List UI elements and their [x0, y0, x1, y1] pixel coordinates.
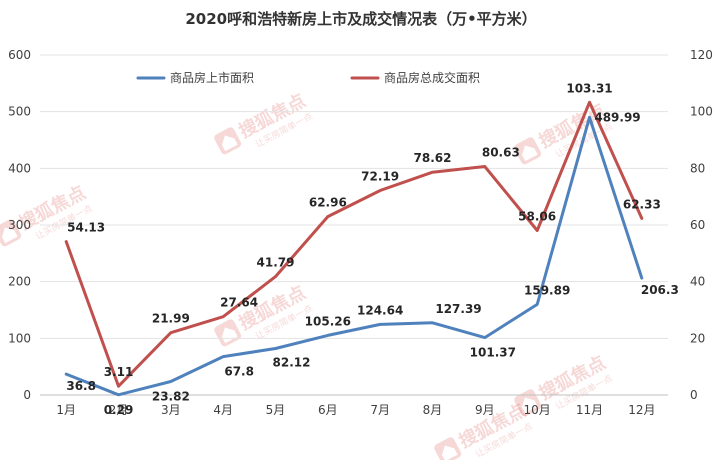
legend-label: 商品房上市面积 — [170, 70, 254, 85]
data-label: 67.8 — [224, 365, 254, 379]
x-axis: 1月 2月 3月 4月 5月 6月 7月 8月 9月 10月 11月 12月 — [56, 403, 655, 417]
data-label: 62.33 — [623, 197, 661, 211]
data-label: 82.12 — [273, 355, 311, 369]
right-tick-label: 0 — [690, 388, 698, 402]
x-tick-label: 3月 — [161, 403, 181, 417]
watermark-house-icon — [434, 437, 462, 464]
series-lines — [64, 100, 644, 397]
right-tick-label: 20 — [690, 331, 705, 345]
data-label: 27.64 — [220, 296, 258, 310]
chart-title: 2020呼和浩特新房上市及成交情况表（万•平方米） — [185, 10, 536, 28]
watermark-house-icon — [514, 389, 542, 417]
left-tick-label: 100 — [8, 331, 31, 345]
x-tick-label: 2月 — [109, 403, 129, 417]
right-tick-label: 100 — [690, 105, 713, 119]
data-label: 101.37 — [470, 346, 516, 360]
left-tick-label: 500 — [8, 105, 31, 119]
data-label: 103.31 — [566, 81, 612, 95]
watermark-house-shape — [521, 145, 538, 162]
x-tick-label: 5月 — [266, 403, 286, 417]
data-label: 124.64 — [357, 303, 403, 317]
watermark-house-shape — [521, 397, 538, 414]
watermark-house-shape — [221, 327, 238, 344]
right-tick-label: 60 — [690, 218, 705, 232]
x-tick-label: 12月 — [628, 403, 655, 417]
data-label: 78.62 — [414, 151, 452, 165]
x-tick-label: 11月 — [576, 403, 603, 417]
data-label: 3.11 — [104, 365, 134, 379]
left-tick-label: 600 — [8, 48, 31, 62]
right-y-axis: 0 20 40 60 80 100 120 — [690, 48, 713, 402]
series-line — [64, 115, 644, 397]
left-tick-label: 0 — [23, 388, 31, 402]
x-tick-label: 6月 — [318, 403, 338, 417]
data-label: 62.96 — [309, 196, 347, 210]
data-label: 23.82 — [152, 390, 190, 404]
data-label: 72.19 — [361, 169, 399, 183]
data-label: 21.99 — [152, 312, 190, 326]
watermark-house-shape — [1, 227, 18, 244]
data-label: 489.99 — [594, 110, 640, 124]
left-tick-label: 200 — [8, 275, 31, 289]
data-label: 36.8 — [66, 379, 96, 393]
x-tick-label: 8月 — [423, 403, 443, 417]
x-tick-label: 9月 — [475, 403, 495, 417]
legend-label: 商品房总成交面积 — [384, 70, 480, 85]
data-label: 127.39 — [435, 302, 481, 316]
watermark-house-shape — [441, 445, 458, 462]
watermark-house-shape — [221, 135, 238, 152]
right-tick-label: 120 — [690, 48, 713, 62]
series-line — [64, 100, 644, 388]
left-tick-label: 400 — [8, 161, 31, 175]
x-tick-label: 4月 — [213, 403, 233, 417]
data-label: 80.63 — [482, 146, 520, 160]
watermark-house-icon — [514, 137, 542, 165]
data-label: 0.29 — [104, 403, 134, 417]
data-label: 105.26 — [305, 314, 351, 328]
x-tick-label: 10月 — [524, 403, 551, 417]
x-tick-label: 7月 — [370, 403, 390, 417]
watermark-house-icon — [214, 127, 242, 155]
data-label: 159.89 — [524, 283, 570, 297]
watermark-house-icon — [0, 219, 22, 247]
gridlines — [40, 54, 668, 396]
data-label: 41.79 — [257, 256, 295, 270]
x-tick-label: 1月 — [56, 403, 76, 417]
right-tick-label: 80 — [690, 161, 705, 175]
left-y-axis: 0 100 200 300 400 500 600 — [8, 48, 31, 402]
data-labels: 36.8 0.29 23.82 67.8 82.12 105.26 124.64 127.39… — [66, 81, 678, 417]
legend: 商品房上市面积 商品房总成交面积 — [136, 70, 480, 85]
data-label: 54.13 — [67, 221, 105, 235]
data-label: 58.06 — [518, 209, 556, 223]
watermark-house-icon — [214, 319, 242, 347]
data-label: 206.3 — [641, 283, 679, 297]
right-tick-label: 40 — [690, 275, 705, 289]
left-tick-label: 300 — [8, 218, 31, 232]
